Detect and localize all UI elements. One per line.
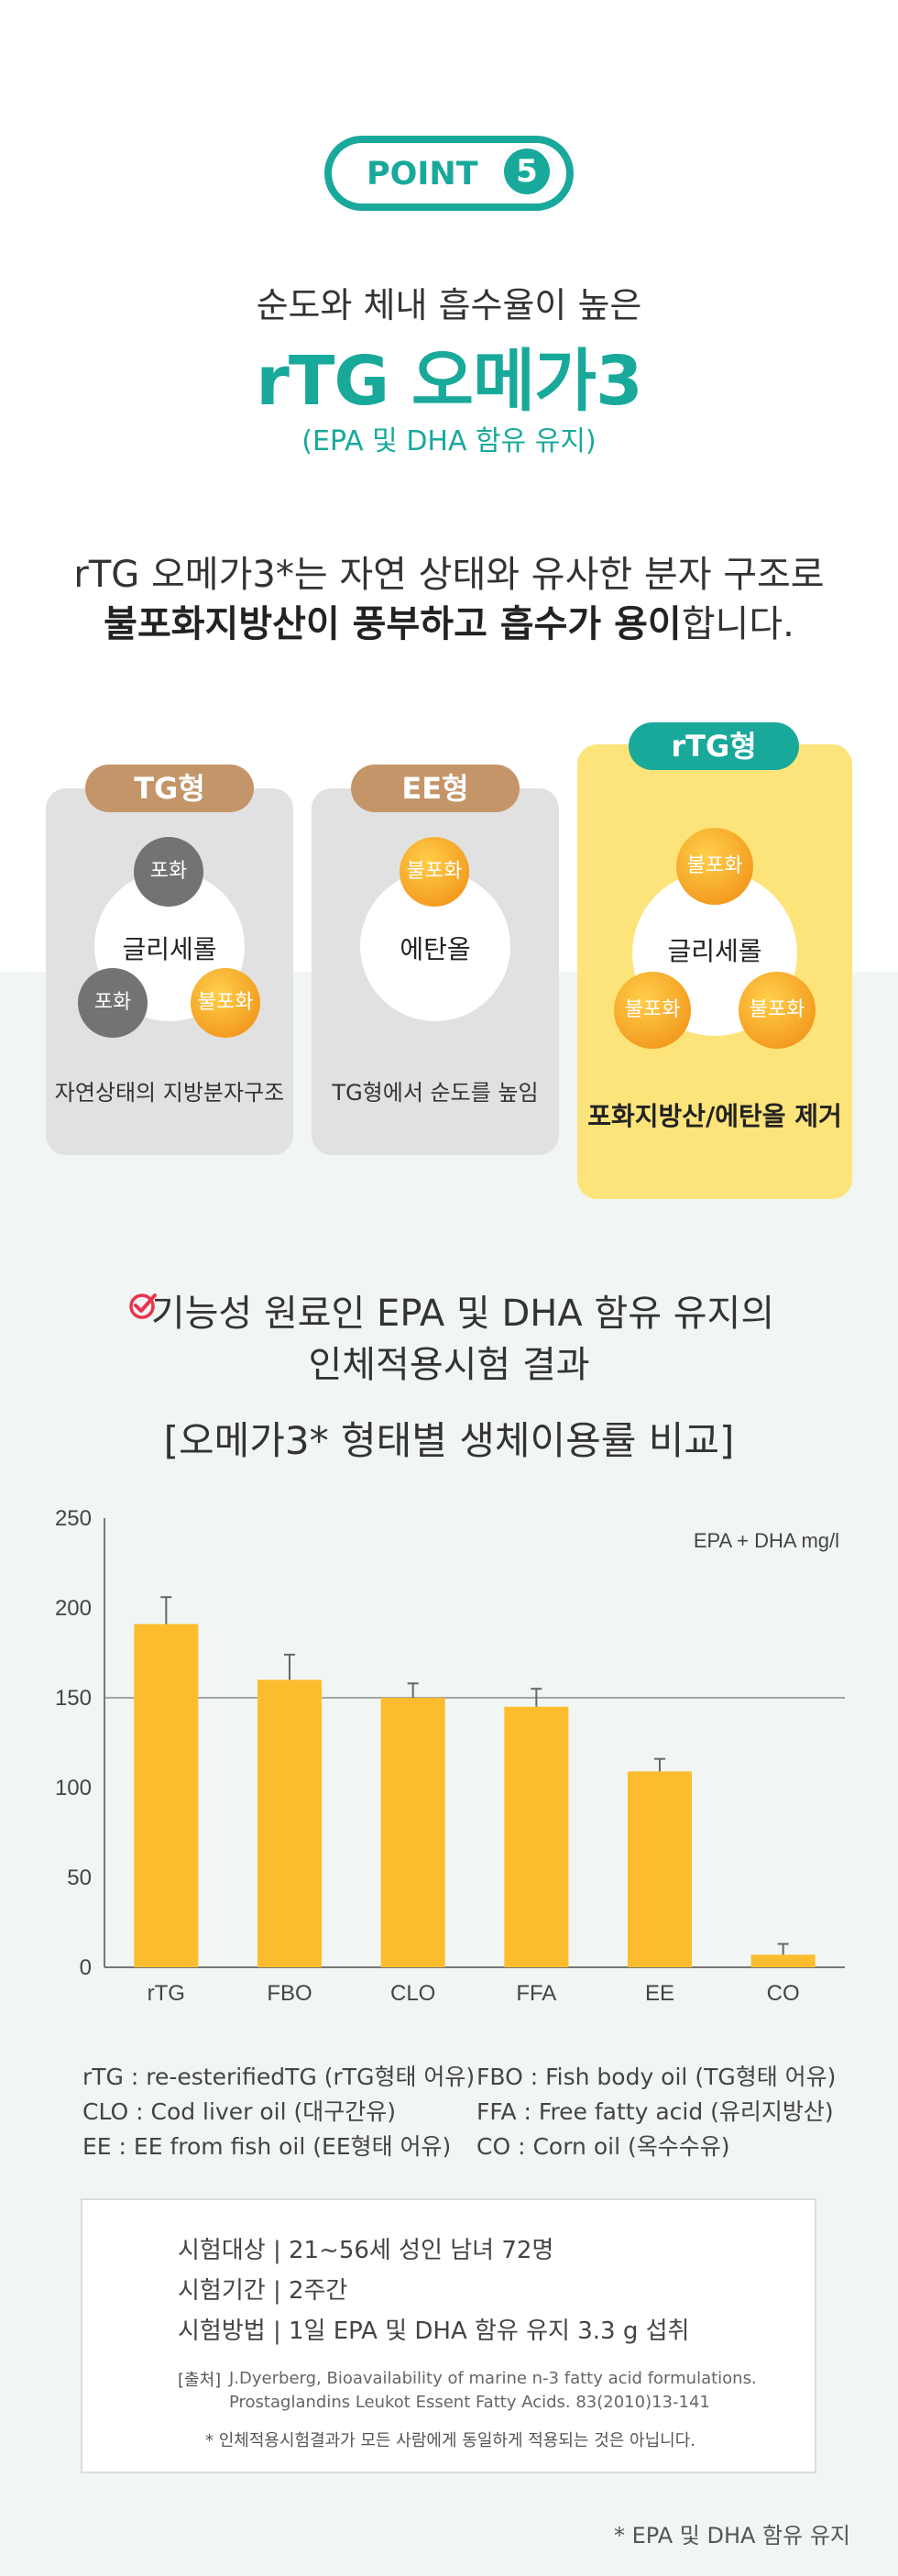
trial-info-box: 시험대상 | 21~56세 성인 남녀 72명 시험기간 | 2주간 시험방법 … (81, 2198, 816, 2473)
y-tick-label: 50 (67, 1866, 92, 1890)
bioavailability-bar-chart: 0 50 100 150 200 250 EPA + DHA mg/l rTG FBO CLO FF… (55, 1506, 845, 2006)
y-tick-label: 100 (55, 1776, 92, 1800)
reference-tag: [출처] (178, 2371, 222, 2390)
rtg-molecule-top: 불포화 (676, 828, 753, 905)
pill-ee: EE형 (351, 765, 520, 812)
trial-period: 시험기간 | 2주간 (178, 2277, 348, 2305)
rtg-center-label: 글리세롤 (667, 936, 762, 966)
main-title: rTG 오메가3 (256, 342, 642, 421)
description-line-1: rTG 오메가3*는 자연 상태와 유사한 분자 구조로 (73, 554, 825, 596)
legend-ffa: FFA : Free fatty acid (유리지방산) (476, 2098, 834, 2125)
description-line-2: 불포화지방산이 풍부하고 흡수가 용이합니다. (0, 594, 898, 647)
rtg-molecule-left: 불포화 (614, 972, 691, 1049)
bar-ee (628, 1771, 692, 1967)
title-parenthetical: (EPA 및 DHA 함유 유지) (301, 425, 597, 457)
bar-ffa (504, 1706, 569, 1967)
ee-center-label: 에탄올 (400, 934, 471, 964)
reference-line-1: J.Dyerberg, Bioavailability of marine n-… (229, 2369, 757, 2388)
legend-co: CO : Corn oil (옥수수유) (476, 2133, 730, 2160)
legend-rtg: rTG : re-esterifiedTG (rTG형태 어유) (82, 2064, 476, 2090)
bar-clo (380, 1698, 445, 1967)
ee-molecule-top: 불포화 (400, 837, 469, 907)
point-badge: POINT 5 (324, 136, 574, 211)
y-tick-label: 0 (80, 1955, 92, 1980)
legend-fbo: FBO : Fish body oil (TG형태 어유) (476, 2064, 837, 2090)
point-label: POINT (367, 156, 478, 193)
tg-molecule-top: 포화 (134, 837, 203, 907)
legend-clo: CLO : Cod liver oil (대구간유) (82, 2098, 396, 2125)
pill-rtg: rTG형 (629, 722, 799, 770)
y-tick-label: 150 (55, 1686, 92, 1711)
check-circle-icon (129, 1294, 157, 1319)
description-bold: 불포화지방산이 풍부하고 흡수가 용이 (104, 603, 682, 645)
trial-method: 시험방법 | 1일 EPA 및 DHA 함유 유지 3.3 g 섭취 (178, 2317, 690, 2345)
subtitle: 순도와 체내 흡수율이 높은 (256, 285, 642, 325)
trial-disclaimer: * 인체적용시험결과가 모든 사람에게 동일하게 적용되는 것은 아닙니다. (204, 2431, 695, 2450)
rtg-caption: 포화지방산/에탄올 제거 (587, 1101, 842, 1131)
x-tick-label: CO (767, 1981, 800, 2006)
tg-caption: 자연상태의 지방분자구조 (54, 1080, 285, 1106)
trial-subject: 시험대상 | 21~56세 성인 남녀 72명 (178, 2237, 554, 2264)
pill-tg: TG형 (85, 765, 254, 812)
bar-fbo (257, 1679, 322, 1967)
point-number: 5 (500, 145, 553, 198)
tg-center-label: 글리세롤 (122, 934, 217, 964)
bar-co (750, 1954, 816, 1967)
x-tick-label: FFA (516, 1981, 556, 2006)
rtg-molecule-right: 불포화 (739, 972, 816, 1049)
description-rest: 합니다. (681, 603, 794, 645)
x-tick-label: CLO (390, 1981, 435, 2006)
chart-unit-label: EPA + DHA mg/l (694, 1529, 839, 1552)
y-tick-label: 250 (55, 1506, 92, 1531)
x-tick-label: FBO (267, 1981, 312, 2006)
footnote: * EPA 및 DHA 함유 유지 (613, 2523, 850, 2548)
tg-molecule-right: 불포화 (191, 968, 260, 1038)
x-tick-label: rTG (148, 1981, 185, 2006)
chart-heading: [오메가3* 형태별 생체이용률 비교] (163, 1418, 735, 1463)
y-tick-label: 200 (55, 1596, 92, 1621)
reference-line-2: Prostaglandins Leukot Essent Fatty Acids… (229, 2393, 710, 2412)
legend-ee: EE : EE from fish oil (EE형태 어유) (82, 2133, 452, 2160)
function-heading-line-1: 기능성 원료인 EPA 및 DHA 함유 유지의 (150, 1293, 775, 1335)
tg-molecule-left: 포화 (78, 968, 148, 1038)
point-badge-inner: POINT 5 (332, 143, 566, 204)
x-tick-label: EE (645, 1981, 674, 2006)
function-heading-line-2: 인체적용시험 결과 (308, 1344, 590, 1386)
bar-rtg (134, 1624, 199, 1967)
ee-caption: TG형에서 순도를 높임 (332, 1080, 539, 1106)
